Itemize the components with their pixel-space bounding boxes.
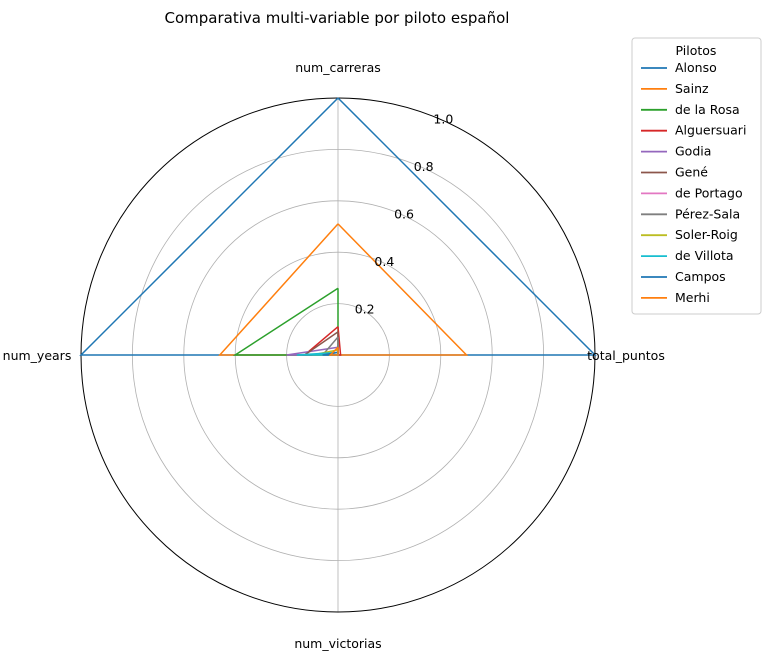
series-line: [328, 346, 339, 356]
legend-entry: Sainz: [675, 81, 709, 96]
legend-title: Pilotos: [676, 43, 717, 58]
series-line: [218, 223, 469, 356]
legend-entry: Alonso: [675, 60, 717, 75]
legend-entry: Pérez-Sala: [675, 206, 740, 221]
legend-entry: Campos: [675, 269, 726, 284]
series-lines: [79, 97, 597, 356]
radial-tick-label: 0.8: [414, 159, 434, 174]
radial-tick-label: 0.6: [394, 207, 414, 222]
legend: Pilotos Alonso Sainz de la Rosa Alguersuari…: [631, 37, 762, 315]
legend-entry: Godia: [675, 144, 711, 159]
legend-entry: de Portago: [675, 185, 743, 200]
legend-entry: Alguersuari: [675, 123, 746, 138]
axis-labels: 0.20.40.60.81.0num_carrerastotal_puntosn…: [3, 60, 665, 651]
radial-tick-label: 0.4: [374, 254, 394, 269]
axis-label-num-carreras: num_carreras: [295, 60, 381, 75]
legend-entry: Soler-Roig: [675, 227, 738, 242]
legend-frame: [631, 37, 762, 315]
axis-label-num-victorias: num_victorias: [294, 636, 381, 651]
legend-entry: de Villota: [675, 248, 734, 263]
radial-tick-label: 0.2: [355, 302, 375, 317]
chart-title: Comparativa multi-variable por piloto es…: [165, 9, 510, 27]
legend-entry: de la Rosa: [675, 102, 740, 117]
legend-entry: Merhi: [675, 290, 710, 305]
axis-label-total-puntos: total_puntos: [587, 348, 665, 363]
legend-entry: Gené: [675, 165, 708, 180]
axis-label-num-years: num_years: [3, 348, 72, 363]
radial-tick-label: 1.0: [433, 112, 453, 127]
